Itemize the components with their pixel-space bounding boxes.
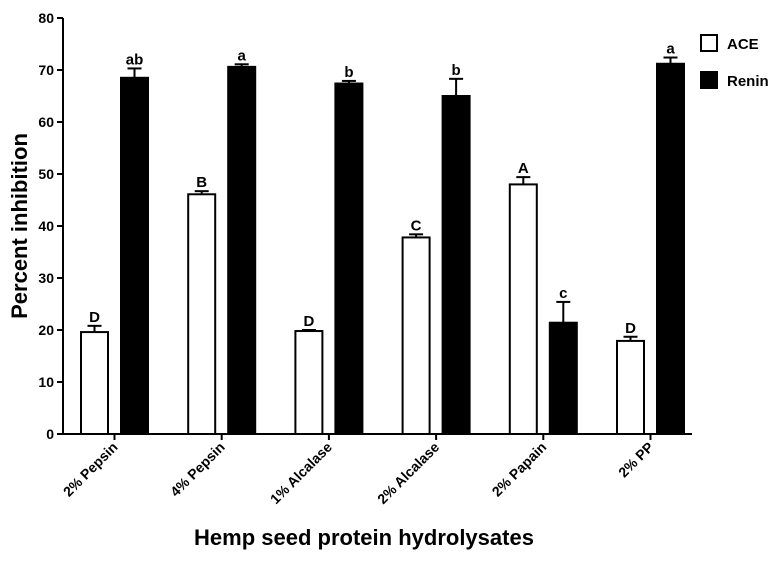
x-tick-label: 2% Pepsin: [60, 439, 121, 500]
bar-renin: [548, 321, 578, 435]
bar-renin: [227, 65, 257, 435]
x-tick-label: 2% Alcalase: [374, 439, 442, 507]
bar-ace: [187, 193, 217, 435]
y-tick-label: 30: [38, 270, 54, 286]
x-axis-title: Hemp seed protein hydrolysates: [194, 525, 534, 550]
bar-ace: [508, 183, 538, 435]
legend-swatch-ace: [700, 34, 718, 52]
significance-label: A: [518, 160, 529, 177]
y-ticks: 0 10 20 30 40 50 60 70 80: [38, 10, 63, 442]
y-tick-label: 70: [38, 62, 54, 78]
bar-ace: [80, 331, 109, 435]
significance-label: a: [666, 41, 675, 58]
bar-renin: [656, 62, 685, 435]
legend: ACE Renin: [700, 34, 769, 90]
y-tick-label: 60: [38, 114, 54, 130]
bars: Dab Ba Db Cb Ac Da: [80, 41, 685, 436]
x-tick-label: 2% PP: [615, 439, 657, 481]
significance-label: B: [196, 174, 207, 191]
significance-label: D: [303, 313, 314, 330]
y-axis-title: Percent inhibition: [7, 133, 32, 319]
x-tick-label: 4% Pepsin: [167, 439, 228, 500]
legend-label-renin: Renin: [727, 73, 769, 90]
y-tick-label: 20: [38, 322, 54, 338]
bar-ace: [401, 236, 431, 435]
y-tick-label: 80: [38, 10, 54, 26]
legend-label-ace: ACE: [727, 36, 759, 53]
x-tick-label: 2% Papain: [489, 439, 550, 500]
y-tick-label: 50: [38, 166, 54, 182]
x-tick-label: 1% Alcalase: [267, 439, 335, 507]
significance-label: D: [89, 309, 100, 326]
bar-ace: [294, 330, 324, 436]
bar-ace: [616, 339, 645, 436]
significance-label: b: [452, 62, 461, 79]
bar-renin: [441, 95, 471, 435]
y-tick-label: 10: [38, 374, 54, 390]
significance-label: C: [411, 217, 422, 234]
significance-label: D: [625, 320, 636, 337]
legend-swatch-renin: [700, 71, 718, 89]
y-tick-label: 0: [46, 426, 54, 442]
y-tick-label: 40: [38, 218, 54, 234]
significance-label: ab: [126, 51, 144, 68]
significance-label: a: [238, 47, 247, 64]
axes: [62, 18, 692, 435]
bar-renin: [334, 82, 364, 436]
x-ticks: 2% Pepsin 4% Pepsin 1% Alcalase 2% Alcalase…: [60, 434, 657, 507]
significance-label: c: [559, 285, 567, 302]
significance-label: b: [344, 64, 353, 81]
bar-renin: [120, 76, 149, 436]
